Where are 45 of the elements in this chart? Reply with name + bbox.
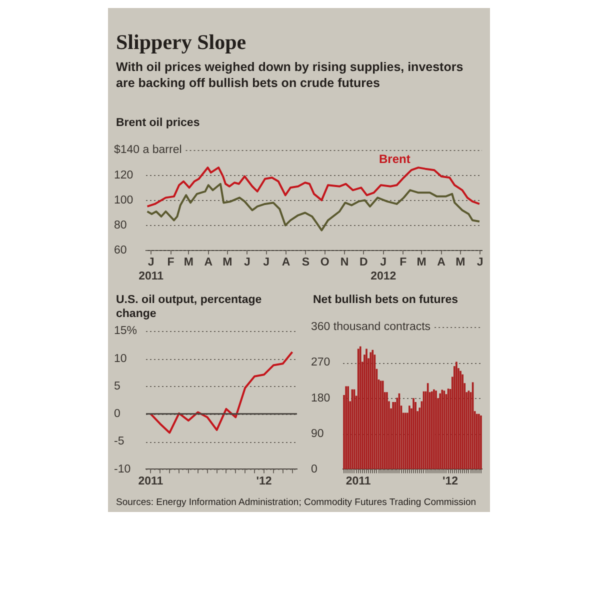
y-tick-label: $140 a barrel [114,144,182,156]
x-tick-label: F [167,256,174,268]
x-tick-label: J 2012 [370,256,396,282]
x-tick-label: J [263,256,270,268]
y-tick-label: 0 [114,408,120,420]
source-note: Sources: Energy Information Administration; Commodity Futures Trading Commission [116,497,476,508]
x-tick-label: M [184,256,194,268]
x-tick-label: A [204,256,213,268]
y-tick-label: 180 [311,392,330,404]
y-tick-label: 10 [114,352,127,365]
text: With oil prices weighed down by rising supplies, investors are backing off bullish bets on crude futures [116,59,464,91]
chart-title: U.S. oil output, percentage change [116,293,263,321]
y-tick-label: 90 [311,428,324,440]
x-tick-label: J 2011 [138,256,164,282]
text: Slippery Slope [116,30,246,55]
x-tick-label: 2011 [138,475,164,488]
x-tick-label: S [302,256,310,268]
x-tick-label: N [340,256,349,268]
chart-title: Net bullish bets on futures [313,293,460,307]
y-tick-label: 120 [114,169,134,182]
y-tick-label: 360 thousand contracts [311,321,431,334]
x-tick-label: J [476,256,484,268]
x-tick-label: D [359,256,368,268]
y-tick-label: 80 [114,219,127,232]
x-tick-label: O [320,256,330,268]
y-tick-label: -5 [114,436,124,448]
x-tick-label: 2011 [346,475,372,488]
y-tick-label: 60 [114,244,127,257]
x-tick-label: J [244,256,250,268]
y-tick-label: 0 [311,463,318,476]
chart-title: Brent oil prices [116,116,201,130]
x-tick-label: '12 [442,475,458,488]
y-tick-label: 100 [114,194,134,206]
y-tick-label: 15% [114,325,138,338]
x-tick-label: M [456,256,466,268]
x-tick-label: '12 [256,475,272,488]
x-tick-label: M [416,256,426,268]
x-tick-label: A [282,256,290,268]
series-label: Brent [379,152,410,166]
y-tick-label: 5 [114,380,120,392]
y-tick-label: -10 [114,463,131,476]
x-tick-label: F [400,256,407,268]
y-tick-label: 270 [311,356,330,369]
x-tick-label: M [222,256,232,268]
x-tick-label: A [437,256,446,268]
